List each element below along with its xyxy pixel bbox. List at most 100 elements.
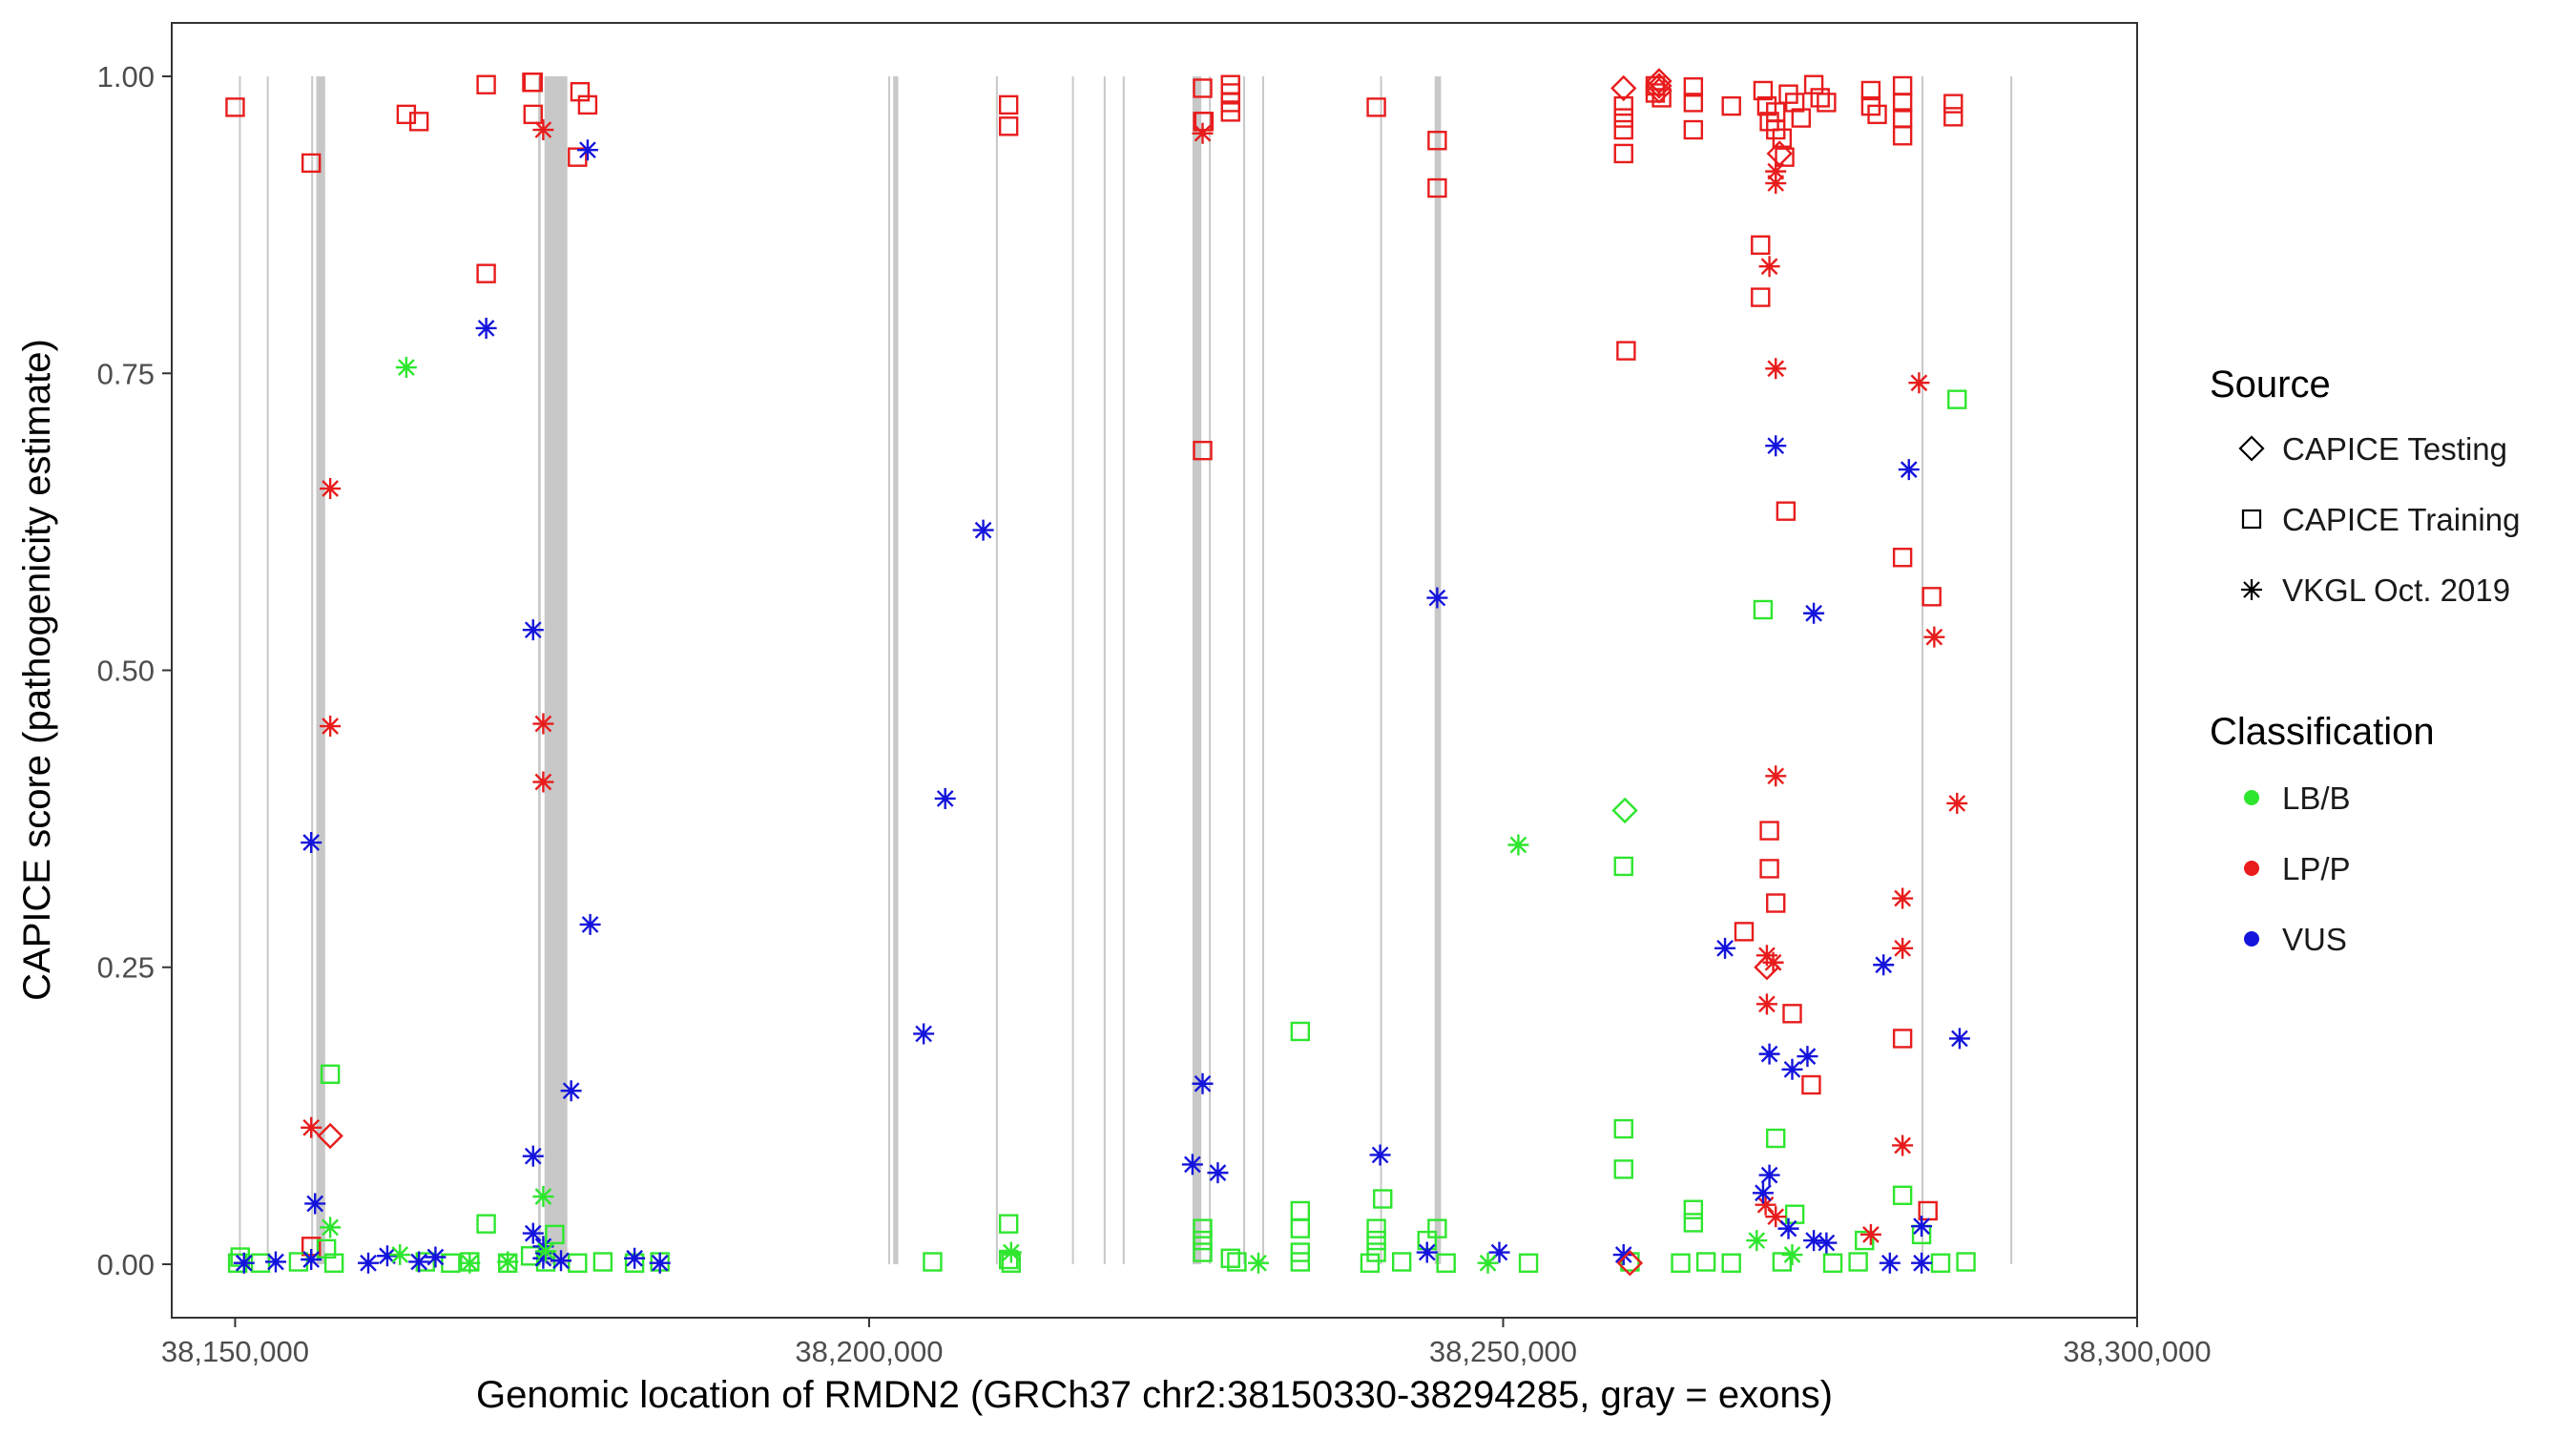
legend-class-label: VUS bbox=[2282, 922, 2347, 957]
point-vkgl bbox=[358, 1252, 379, 1274]
point-vkgl bbox=[532, 1186, 554, 1208]
point-vkgl bbox=[1488, 1241, 1510, 1263]
point-vkgl bbox=[320, 478, 342, 500]
legend-source-label: CAPICE Training bbox=[2282, 502, 2520, 537]
point-vkgl bbox=[972, 519, 994, 541]
point-vkgl bbox=[1247, 1252, 1269, 1274]
point-training bbox=[1822, 1253, 1843, 1273]
point-training bbox=[476, 263, 496, 283]
point-vkgl bbox=[1758, 1164, 1780, 1186]
point-vkgl bbox=[264, 1251, 286, 1273]
point-vkgl bbox=[408, 1251, 430, 1273]
point-vkgl bbox=[649, 1252, 671, 1274]
point-training bbox=[323, 1253, 344, 1273]
point-testing bbox=[1646, 77, 1672, 104]
point-training bbox=[1427, 177, 1447, 198]
point-training bbox=[320, 1064, 341, 1084]
legend-class-label: LB/B bbox=[2282, 780, 2351, 816]
point-vkgl bbox=[1765, 1206, 1787, 1228]
point-vkgl bbox=[1923, 626, 1945, 648]
point-testing bbox=[317, 1122, 343, 1150]
point-training bbox=[396, 104, 417, 125]
point-testing bbox=[1766, 140, 1793, 167]
point-training bbox=[1943, 107, 1963, 127]
point-training bbox=[1759, 821, 1779, 841]
diamond-icon bbox=[2238, 435, 2265, 462]
point-vkgl bbox=[551, 1250, 572, 1272]
point-vkgl bbox=[1879, 1252, 1901, 1274]
point-training bbox=[1791, 108, 1812, 128]
dot-icon bbox=[2244, 931, 2259, 947]
point-vkgl bbox=[1192, 122, 1214, 144]
legend-source-label: CAPICE Testing bbox=[2282, 431, 2507, 467]
point-vkgl bbox=[1946, 792, 1968, 814]
point-training bbox=[1759, 859, 1779, 879]
point-vkgl bbox=[459, 1252, 481, 1274]
point-training bbox=[1751, 287, 1771, 307]
point-vkgl bbox=[1765, 173, 1787, 195]
point-vkgl bbox=[522, 1222, 544, 1244]
legend: Source CAPICE Testing CAPICE Training VK… bbox=[2210, 364, 2520, 957]
exon-band bbox=[887, 76, 890, 1264]
exon-band bbox=[316, 76, 325, 1264]
point-vkgl bbox=[1755, 993, 1777, 1015]
point-training bbox=[1751, 235, 1771, 256]
point-vkgl bbox=[1948, 1028, 1970, 1050]
point-training bbox=[1427, 131, 1447, 151]
point-vkgl bbox=[560, 1080, 582, 1102]
exon-band bbox=[266, 76, 269, 1264]
point-training bbox=[1772, 1252, 1793, 1272]
exon-band bbox=[2010, 76, 2013, 1264]
point-training bbox=[1922, 587, 1942, 607]
point-training bbox=[1290, 1021, 1311, 1042]
point-vkgl bbox=[1765, 358, 1787, 380]
point-vkgl bbox=[1816, 1232, 1838, 1254]
legend-source-capice-training: CAPICE Training bbox=[2241, 502, 2520, 537]
point-vkgl bbox=[1765, 435, 1787, 457]
point-training bbox=[476, 1214, 496, 1234]
exon-band bbox=[893, 76, 899, 1264]
point-training bbox=[476, 74, 496, 94]
point-training bbox=[288, 1252, 309, 1272]
y-axis-label: CAPICE score (pathogenicity estimate) bbox=[16, 339, 58, 1001]
point-vkgl bbox=[320, 716, 342, 738]
point-vkgl bbox=[425, 1246, 447, 1268]
point-vkgl bbox=[376, 1245, 398, 1267]
point-training bbox=[1683, 93, 1704, 113]
y-axis: 0.00 0.25 0.50 0.75 1.00 bbox=[97, 60, 172, 1281]
point-vkgl bbox=[1192, 1072, 1214, 1094]
point-training bbox=[1290, 1218, 1311, 1238]
point-vkgl bbox=[1777, 1217, 1799, 1239]
x-tick-label: 38,200,000 bbox=[795, 1335, 943, 1368]
point-training bbox=[1892, 126, 1913, 146]
point-vkgl bbox=[1746, 1230, 1768, 1252]
point-vkgl bbox=[1714, 937, 1736, 959]
point-vkgl bbox=[576, 139, 598, 161]
point-vkgl bbox=[233, 1252, 255, 1274]
exon-band bbox=[544, 76, 568, 1264]
exon-band bbox=[1103, 76, 1106, 1264]
point-training bbox=[1220, 102, 1240, 122]
point-training bbox=[1867, 104, 1887, 125]
point-vkgl bbox=[301, 1116, 322, 1138]
point-training bbox=[998, 1214, 1019, 1234]
point-vkgl bbox=[1781, 1058, 1803, 1080]
legend-class-lpp: LP/P bbox=[2244, 851, 2351, 886]
point-testing bbox=[1646, 68, 1672, 94]
point-training bbox=[1683, 1199, 1704, 1219]
point-vkgl bbox=[934, 787, 956, 809]
legend-class-lbb: LB/B bbox=[2244, 780, 2351, 816]
point-training bbox=[1892, 93, 1913, 113]
legend-source-vkgl: VKGL Oct. 2019 bbox=[2241, 572, 2510, 608]
point-training bbox=[1193, 1242, 1213, 1262]
point-vkgl bbox=[1892, 887, 1914, 909]
point-training bbox=[1290, 1252, 1311, 1272]
point-training bbox=[1613, 1118, 1633, 1139]
exon-band bbox=[995, 76, 998, 1264]
point-vkgl bbox=[301, 832, 322, 854]
point-vkgl bbox=[320, 1217, 342, 1238]
legend-class-label: LP/P bbox=[2282, 851, 2351, 886]
point-training bbox=[1721, 95, 1741, 116]
point-training bbox=[1683, 1213, 1704, 1233]
point-vkgl bbox=[579, 913, 601, 935]
